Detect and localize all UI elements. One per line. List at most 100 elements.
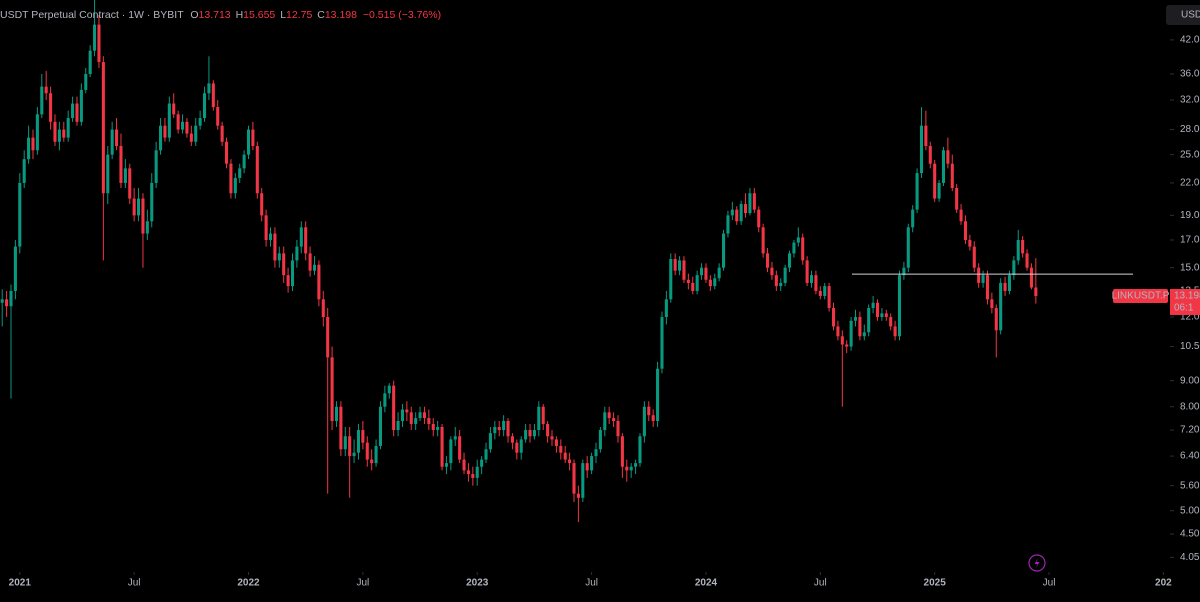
- candle-body: [18, 182, 22, 247]
- candle-body: [290, 260, 295, 287]
- candle-body: [941, 150, 946, 183]
- currency-button[interactable]: [1166, 5, 1200, 25]
- candle-body: [642, 406, 646, 437]
- candle-body: [497, 426, 501, 431]
- candle-body: [180, 121, 185, 130]
- candle-body: [0, 299, 4, 303]
- candle-body: [713, 278, 717, 287]
- y-tick-label: 12.00: [1180, 312, 1200, 323]
- x-tick-label: 2023: [466, 578, 489, 589]
- y-tick-label: 4.50: [1180, 529, 1200, 540]
- candle-body: [823, 286, 827, 296]
- candle-body: [893, 326, 897, 337]
- candle-body: [268, 233, 273, 240]
- candle-body: [990, 299, 994, 309]
- candle-body: [801, 237, 805, 261]
- candle-body: [224, 141, 229, 164]
- candle-body: [154, 150, 158, 183]
- candle-body: [875, 302, 880, 318]
- candle-body: [57, 129, 61, 142]
- candle-body: [427, 418, 431, 424]
- candle-body: [506, 421, 510, 437]
- candle-body: [1016, 239, 1020, 261]
- x-tick-label: Jul: [356, 578, 369, 589]
- candle-body: [691, 282, 695, 291]
- candle-body: [321, 299, 325, 318]
- candle-body: [722, 233, 726, 268]
- candle-body: [97, 24, 101, 63]
- y-tick-label: 10.50: [1180, 341, 1200, 352]
- candle-body: [528, 430, 532, 437]
- candle-body: [5, 299, 9, 307]
- candle-body: [299, 227, 303, 247]
- candle-body: [748, 193, 752, 214]
- candle-body: [862, 332, 866, 337]
- candle-body: [392, 385, 396, 431]
- candle-body: [554, 439, 558, 446]
- icon-bolt[interactable]: [1034, 557, 1040, 569]
- candle-body: [466, 470, 470, 475]
- candle-body: [40, 86, 44, 115]
- y-tick-label: 6.40: [1180, 451, 1200, 462]
- y-tick-label: 36.00: [1180, 69, 1200, 80]
- y-tick-label: 32.00: [1180, 95, 1200, 106]
- candle-body: [458, 436, 462, 460]
- lightning-icon[interactable]: [1028, 554, 1046, 572]
- candle-body: [1003, 282, 1007, 291]
- candle-body: [35, 114, 39, 151]
- candle-body: [831, 308, 836, 327]
- candle-body: [273, 233, 277, 261]
- price-tag-label: 13.198: [1174, 291, 1200, 302]
- candle-body: [515, 442, 519, 453]
- candle-body: [546, 423, 550, 437]
- candle-body: [211, 83, 215, 108]
- candle-body: [884, 313, 888, 318]
- candle-body: [260, 193, 264, 216]
- y-tick-label: 19.00: [1180, 210, 1200, 221]
- candle-body: [955, 188, 959, 210]
- candle-body: [378, 406, 383, 446]
- candle-body: [858, 317, 862, 337]
- candle-body: [647, 406, 651, 416]
- candle-body: [110, 129, 114, 155]
- candle-body: [532, 430, 536, 437]
- candle-body: [66, 118, 70, 138]
- icon-circle[interactable]: [1028, 554, 1046, 572]
- candle-body: [1034, 287, 1038, 296]
- candle-body: [625, 466, 629, 471]
- candle-body: [603, 412, 607, 431]
- candle-body: [93, 24, 97, 51]
- candle-body: [704, 267, 708, 280]
- plot-area: [0, 0, 1133, 523]
- candle-body: [563, 452, 567, 460]
- candle-body: [207, 83, 211, 94]
- candle-body: [572, 463, 576, 494]
- ohlc-value: 12.75: [286, 9, 312, 21]
- candle-body: [312, 264, 317, 271]
- candle-body: [664, 299, 668, 318]
- x-tick-label: 2021: [9, 578, 32, 589]
- candle-body: [101, 62, 105, 194]
- candle-body: [220, 125, 224, 142]
- currency-label[interactable]: USD: [1181, 10, 1200, 21]
- candle-body: [757, 209, 761, 228]
- y-tick-label: 17.00: [1180, 235, 1200, 246]
- candle-body: [616, 421, 620, 437]
- candle-body: [13, 246, 17, 291]
- candle-body: [334, 406, 339, 422]
- candle-body: [317, 264, 321, 300]
- candle-body: [840, 336, 844, 345]
- candle-body: [836, 326, 840, 337]
- candle-body: [242, 154, 246, 169]
- ohlc-value: 13.713: [199, 9, 231, 21]
- y-tick-label: 9.00: [1180, 375, 1200, 386]
- axes: 42.00 36.00 32.00 28.00 25.00 22.00 19.00 17.00…: [9, 35, 1200, 589]
- candle-body: [651, 415, 655, 422]
- candle-body: [233, 177, 237, 194]
- candle-body: [27, 137, 31, 160]
- candle-body: [128, 168, 132, 199]
- y-tick-label: 5.00: [1180, 505, 1200, 516]
- candle-body: [612, 418, 616, 422]
- candle-body: [282, 253, 286, 276]
